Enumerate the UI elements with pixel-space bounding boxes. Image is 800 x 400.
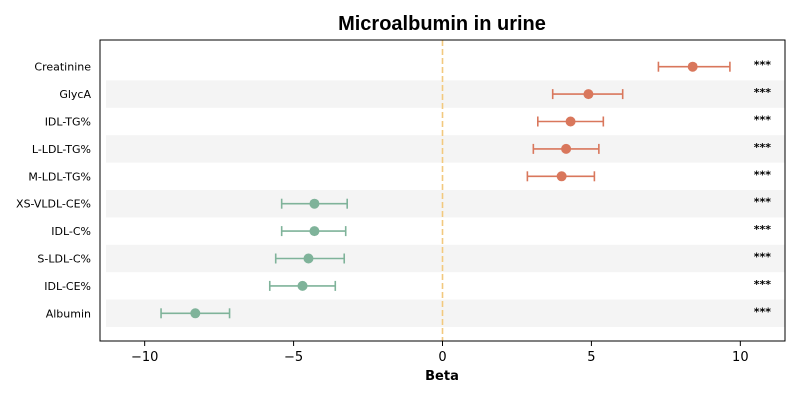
x-tick-label: −5 [284,350,303,365]
forest-row: L-LDL-TG% *** [32,141,771,156]
beta-point [297,280,308,291]
row-label: IDL-TG% [45,116,91,129]
forest-row: S-LDL-C% *** [37,251,771,266]
significance-marker: *** [754,86,772,99]
row-label: S-LDL-C% [37,253,91,266]
beta-point [190,308,201,319]
x-tick-label: 0 [438,350,446,365]
x-tick-label: −10 [131,350,158,365]
beta-point [556,171,567,182]
beta-point [561,143,572,154]
row-band [106,244,785,273]
forest-row: M-LDL-TG% *** [28,168,771,183]
row-band [106,135,785,163]
row-label: IDL-C% [51,225,91,238]
forest-row: IDL-CE% *** [44,278,771,293]
significance-marker: *** [754,223,772,236]
row-label: M-LDL-TG% [28,170,91,183]
row-bands [106,80,785,327]
row-label: IDL-CE% [44,280,91,293]
significance-marker: *** [754,196,772,209]
row-label: XS-VLDL-CE% [16,198,91,211]
chart-title: Microalbumin in urine [338,13,546,35]
data-rows: Creatinine ***GlycA ***IDL-TG% ***L-LDL-TG%… [16,59,771,321]
forest-row: GlycA *** [59,86,771,101]
significance-marker: *** [754,168,772,181]
beta-point [309,226,320,237]
row-band [106,80,785,108]
forest-row: IDL-TG% *** [45,114,772,129]
significance-marker: *** [754,59,772,72]
forest-row: XS-VLDL-CE% *** [16,196,771,211]
row-label: L-LDL-TG% [32,143,91,156]
x-tick-label: 5 [587,350,595,365]
row-label: GlycA [59,88,91,101]
row-band [106,190,785,218]
significance-marker: *** [754,278,772,291]
beta-point [583,89,594,100]
forest-row: Albumin *** [46,305,772,320]
beta-point [565,116,576,127]
beta-point [687,61,698,72]
x-tick-label: 10 [732,350,749,365]
significance-marker: *** [754,141,772,154]
forest-row: IDL-C% *** [51,223,771,238]
significance-marker: *** [754,251,772,264]
significance-marker: *** [754,305,772,318]
beta-point [303,253,314,264]
x-axis: −10 −5 0 5 10 [131,341,749,365]
beta-point [309,198,320,209]
row-label: Albumin [46,307,91,320]
forest-row: Creatinine *** [34,59,771,74]
row-label: Creatinine [34,61,91,74]
x-axis-label: Beta [425,369,459,384]
significance-marker: *** [754,114,772,127]
